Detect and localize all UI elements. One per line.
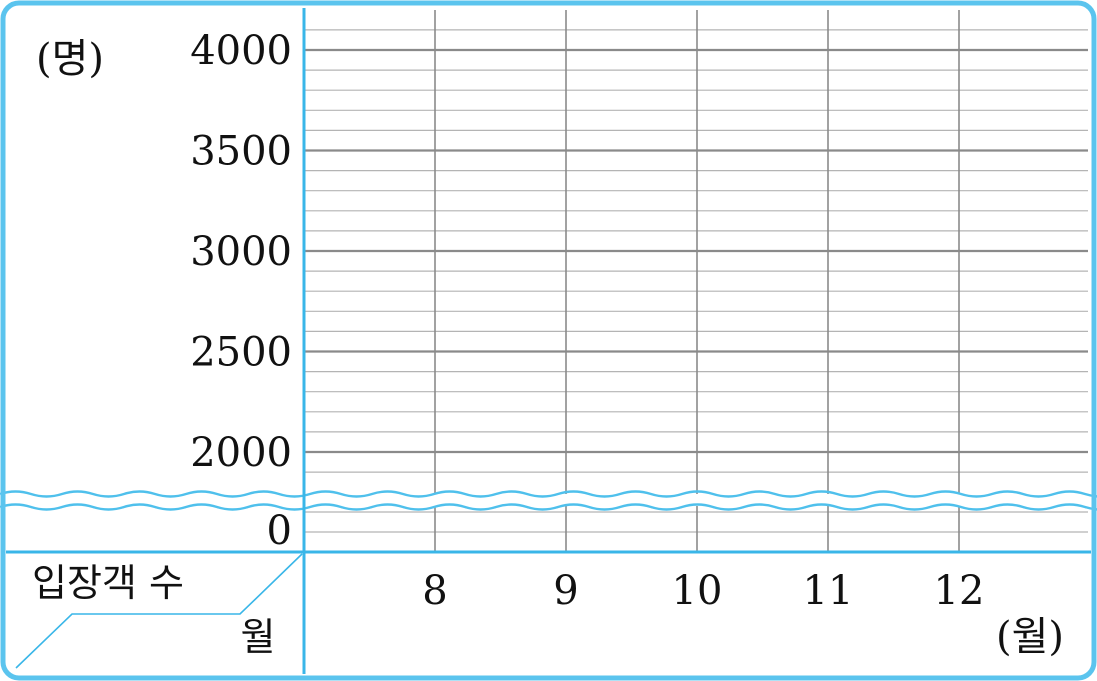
corner-label-month: 월 [241,615,276,659]
axes [6,8,1091,674]
y-tick-label: 3500 [190,129,292,175]
y-tick-label: 0 [267,508,292,554]
x-tick-label: 9 [553,568,578,614]
break-wave-line [0,503,1097,511]
axis-break [0,490,1097,511]
break-wave-line [0,490,1097,498]
y-tick-label: 2000 [190,430,292,476]
break-band [6,494,1090,506]
y-tick-label: 2500 [190,330,292,376]
corner-diagonal [15,553,303,669]
y-tick-label: 4000 [190,28,292,74]
x-tick-label: 11 [803,568,854,614]
x-tick-label: 8 [422,568,447,614]
y-tick-label: 3000 [190,229,292,275]
x-tick-label: 10 [672,568,723,614]
x-tick-label: 12 [934,568,985,614]
labels: (명) (월) 입장객 수 월 4000 3500 3000 2500 2000 0 8 9 1… [32,28,1064,660]
corner-label-visitors: 입장객 수 [32,561,184,605]
x-unit-label: (월) [996,614,1064,660]
grid [304,10,1088,552]
y-unit-label: (명) [36,36,104,82]
